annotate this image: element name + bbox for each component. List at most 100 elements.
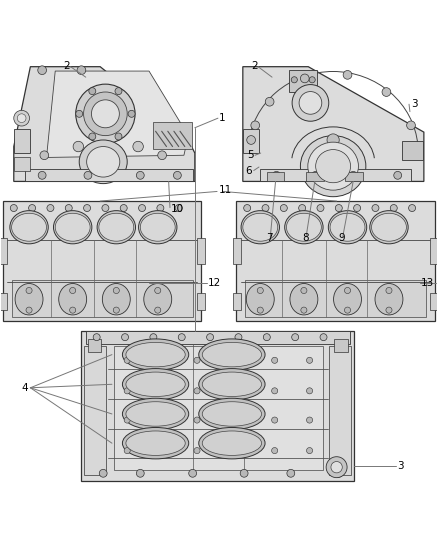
Circle shape bbox=[257, 287, 263, 294]
Circle shape bbox=[159, 357, 165, 364]
Circle shape bbox=[251, 121, 260, 130]
Ellipse shape bbox=[79, 140, 127, 183]
Circle shape bbox=[344, 287, 350, 294]
Ellipse shape bbox=[55, 213, 90, 241]
Ellipse shape bbox=[371, 213, 406, 241]
Circle shape bbox=[26, 307, 32, 313]
Circle shape bbox=[320, 334, 327, 341]
Polygon shape bbox=[14, 67, 195, 181]
Circle shape bbox=[77, 66, 86, 75]
Ellipse shape bbox=[375, 284, 403, 315]
Ellipse shape bbox=[99, 213, 134, 241]
Bar bbox=[345, 172, 363, 181]
Bar bbox=[236, 201, 435, 321]
Ellipse shape bbox=[122, 427, 189, 459]
Circle shape bbox=[300, 74, 309, 83]
Ellipse shape bbox=[241, 211, 279, 244]
Polygon shape bbox=[335, 340, 347, 352]
Polygon shape bbox=[46, 71, 188, 157]
Ellipse shape bbox=[202, 431, 261, 455]
Circle shape bbox=[263, 334, 270, 341]
Ellipse shape bbox=[87, 147, 120, 177]
Circle shape bbox=[394, 172, 402, 179]
Circle shape bbox=[309, 77, 315, 83]
Ellipse shape bbox=[126, 402, 185, 426]
Ellipse shape bbox=[286, 213, 321, 241]
Circle shape bbox=[299, 205, 306, 212]
Circle shape bbox=[207, 334, 214, 341]
Ellipse shape bbox=[328, 211, 367, 244]
Bar bbox=[84, 346, 106, 474]
Bar bbox=[25, 169, 193, 181]
Circle shape bbox=[175, 205, 182, 212]
Bar bbox=[0, 238, 7, 264]
Circle shape bbox=[14, 110, 29, 126]
Ellipse shape bbox=[126, 342, 185, 367]
Circle shape bbox=[17, 138, 26, 147]
Bar bbox=[14, 157, 30, 171]
Bar bbox=[14, 129, 30, 153]
Circle shape bbox=[326, 457, 347, 478]
Circle shape bbox=[84, 205, 91, 212]
Circle shape bbox=[291, 77, 297, 83]
Ellipse shape bbox=[199, 369, 265, 400]
Ellipse shape bbox=[122, 398, 189, 430]
Bar bbox=[11, 280, 193, 317]
Circle shape bbox=[317, 205, 324, 212]
Ellipse shape bbox=[122, 369, 189, 400]
Circle shape bbox=[124, 417, 130, 423]
Circle shape bbox=[280, 205, 287, 212]
Circle shape bbox=[194, 417, 200, 423]
Circle shape bbox=[40, 151, 49, 159]
Circle shape bbox=[386, 307, 392, 313]
Polygon shape bbox=[243, 67, 424, 181]
Circle shape bbox=[76, 110, 83, 117]
Circle shape bbox=[343, 70, 352, 79]
Circle shape bbox=[26, 287, 32, 294]
Circle shape bbox=[150, 334, 157, 341]
Ellipse shape bbox=[290, 284, 318, 315]
Circle shape bbox=[344, 307, 350, 313]
Circle shape bbox=[235, 334, 242, 341]
Ellipse shape bbox=[53, 211, 92, 244]
Circle shape bbox=[159, 448, 165, 454]
Circle shape bbox=[194, 357, 200, 364]
Circle shape bbox=[155, 307, 161, 313]
Circle shape bbox=[307, 388, 313, 394]
Circle shape bbox=[120, 205, 127, 212]
Circle shape bbox=[124, 357, 130, 364]
Circle shape bbox=[65, 205, 72, 212]
Circle shape bbox=[409, 205, 416, 212]
Circle shape bbox=[136, 470, 144, 477]
Circle shape bbox=[299, 92, 322, 114]
Circle shape bbox=[99, 470, 107, 477]
Bar bbox=[431, 293, 438, 310]
Circle shape bbox=[272, 448, 278, 454]
Ellipse shape bbox=[10, 211, 48, 244]
Circle shape bbox=[124, 448, 130, 454]
Circle shape bbox=[335, 470, 343, 477]
Ellipse shape bbox=[316, 150, 350, 183]
Text: 13: 13 bbox=[420, 278, 434, 288]
Bar bbox=[0, 293, 7, 310]
Circle shape bbox=[382, 88, 391, 96]
Circle shape bbox=[262, 205, 269, 212]
Ellipse shape bbox=[202, 342, 261, 367]
Circle shape bbox=[102, 205, 109, 212]
Circle shape bbox=[331, 462, 342, 473]
Bar bbox=[3, 201, 201, 321]
Circle shape bbox=[76, 84, 135, 143]
Circle shape bbox=[158, 151, 166, 159]
Text: 2: 2 bbox=[251, 61, 258, 71]
Circle shape bbox=[73, 141, 84, 152]
Bar bbox=[260, 169, 411, 181]
Circle shape bbox=[38, 172, 46, 179]
Circle shape bbox=[237, 388, 243, 394]
Circle shape bbox=[265, 98, 274, 106]
Text: 10: 10 bbox=[171, 204, 184, 214]
Ellipse shape bbox=[334, 284, 361, 315]
Circle shape bbox=[386, 287, 392, 294]
Ellipse shape bbox=[199, 398, 265, 430]
Text: 4: 4 bbox=[21, 383, 28, 393]
Ellipse shape bbox=[243, 213, 278, 241]
